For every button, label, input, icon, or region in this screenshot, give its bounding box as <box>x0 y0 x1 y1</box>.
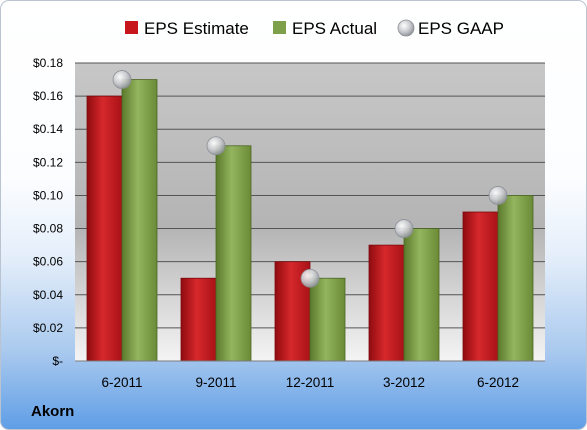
bar-eps-actual <box>215 145 252 362</box>
x-axis-ticks: 6-2011 9-2011 12-2011 3-2012 6-2012 <box>101 375 519 390</box>
company-name: Akorn <box>31 403 75 420</box>
y-tick-label: $0.16 <box>33 89 63 103</box>
legend-label-actual: EPS Actual <box>292 19 377 38</box>
y-tick-label: $- <box>52 354 63 368</box>
bar-eps-estimate <box>462 211 499 362</box>
marker-eps-gaap <box>206 136 226 156</box>
legend-swatch-actual <box>273 21 286 34</box>
legend-swatch-gaap <box>397 19 415 37</box>
bars <box>86 79 534 362</box>
bar-eps-actual <box>121 79 158 362</box>
x-tick-label: 3-2012 <box>383 375 425 390</box>
y-tick-label: $0.08 <box>33 222 63 236</box>
y-tick-label: $0.14 <box>33 122 63 136</box>
y-tick-label: $0.02 <box>33 321 63 335</box>
marker-eps-gaap <box>112 70 132 89</box>
legend: EPS Estimate EPS Actual EPS GAAP <box>125 19 504 38</box>
y-axis-ticks: $- $0.02 $0.04 $0.06 $0.08 $0.10 $0.12 $0.14 $0.… <box>33 56 63 368</box>
y-tick-label: $0.12 <box>33 155 63 169</box>
legend-label-estimate: EPS Estimate <box>144 19 249 38</box>
bar-eps-estimate <box>86 95 123 362</box>
x-tick-label: 6-2011 <box>101 375 142 390</box>
bar-eps-actual <box>497 195 534 362</box>
legend-label-gaap: EPS GAAP <box>418 19 504 38</box>
bar-eps-estimate <box>368 244 405 362</box>
y-tick-label: $0.18 <box>33 56 63 70</box>
x-tick-label: 9-2011 <box>195 375 236 390</box>
bar-eps-actual <box>403 228 440 362</box>
bar-eps-actual <box>309 277 346 362</box>
gaap-markers <box>112 70 508 288</box>
y-tick-label: $0.06 <box>33 255 63 269</box>
marker-eps-gaap <box>488 186 508 205</box>
x-tick-label: 12-2011 <box>286 375 335 390</box>
x-tick-label: 6-2012 <box>477 375 519 390</box>
marker-eps-gaap <box>394 219 414 238</box>
y-tick-label: $0.04 <box>33 288 63 302</box>
bar-eps-estimate <box>180 277 217 362</box>
legend-swatch-estimate <box>125 21 138 34</box>
marker-eps-gaap <box>300 268 320 288</box>
y-tick-label: $0.10 <box>33 188 63 202</box>
